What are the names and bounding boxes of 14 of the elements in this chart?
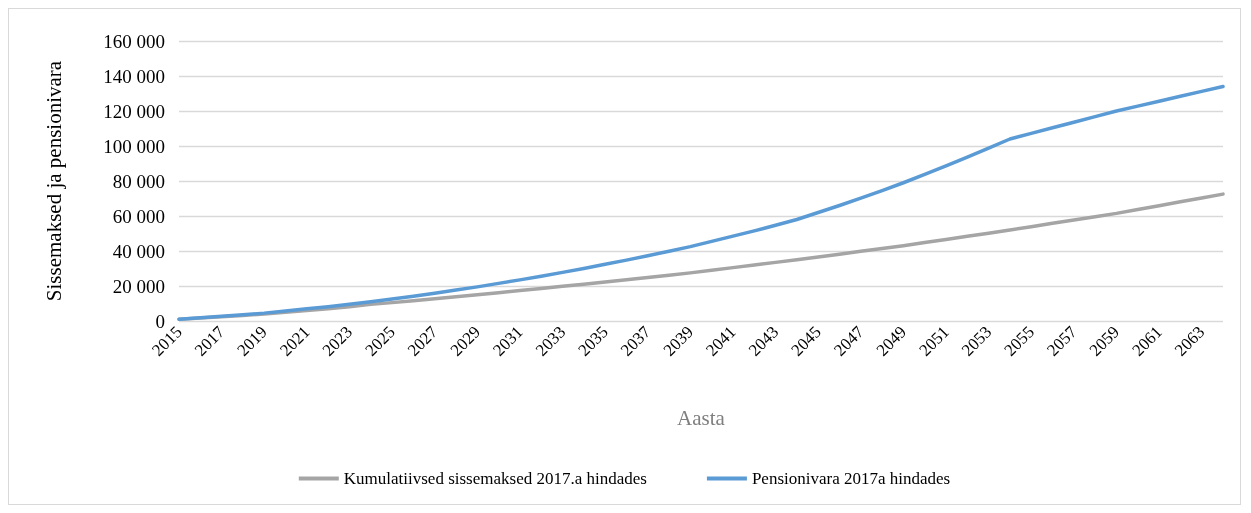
y-tick-label: 160 000 [103, 30, 165, 52]
y-tick-label: 40 000 [112, 240, 165, 262]
y-tick-label: 100 000 [103, 135, 165, 157]
legend-label: Kumulatiivsed sissemaksed 2017.a hindades [343, 469, 647, 488]
line-series [177, 84, 1225, 321]
y-tick-label: 140 000 [103, 65, 165, 87]
y-tick-label: 20 000 [112, 275, 165, 297]
y-axis-title: Sissemaksed ja pensionivara [41, 60, 66, 302]
y-tick-label: 60 000 [112, 205, 165, 227]
y-tick-label: 120 000 [103, 100, 165, 122]
y-tick-label: 80 000 [112, 170, 165, 192]
x-axis-title: Aasta [677, 405, 726, 430]
legend-label: Pensionivara 2017a hindades [751, 469, 951, 488]
y-tick-label: 0 [155, 310, 165, 332]
